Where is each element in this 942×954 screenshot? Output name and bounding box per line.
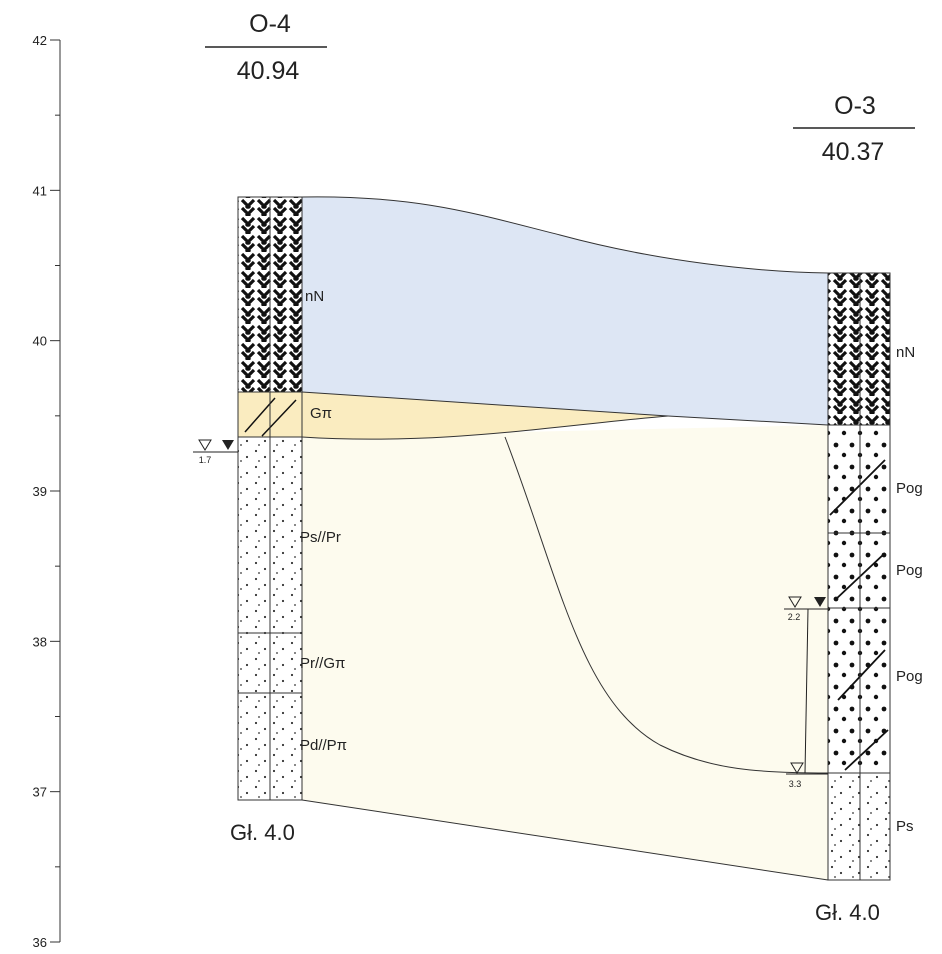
cross-section: 42 41 40 39 38 37 36 O-4 40.94 nN Gπ Ps//Pr Pr… bbox=[0, 0, 942, 954]
layer-label: Pog bbox=[896, 480, 923, 497]
elevation-axis: 42 41 40 39 38 37 36 bbox=[33, 33, 60, 950]
layer-label: Ps bbox=[896, 818, 914, 835]
layer-label: Pd//Pπ bbox=[300, 737, 347, 754]
axis-tick-label: 36 bbox=[33, 935, 47, 950]
borehole-name: O-3 bbox=[834, 92, 876, 120]
axis-tick-label: 37 bbox=[33, 785, 47, 800]
depth-label: Gł. 4.0 bbox=[815, 900, 880, 925]
water-level-icon bbox=[199, 440, 211, 450]
layer-label: nN bbox=[305, 288, 324, 305]
soil-fill bbox=[302, 197, 828, 425]
layer-label: nN bbox=[896, 344, 915, 361]
water-level-label: 3.3 bbox=[789, 779, 802, 789]
layer-label: Pog bbox=[896, 562, 923, 579]
axis-tick-label: 39 bbox=[33, 484, 47, 499]
layer-label: Gπ bbox=[310, 405, 332, 422]
water-level-label: 2.2 bbox=[788, 612, 801, 622]
water-level-icon bbox=[222, 440, 234, 450]
layer-label: Pog bbox=[896, 668, 923, 685]
depth-label: Gł. 4.0 bbox=[230, 820, 295, 845]
borehole-elevation: 40.94 bbox=[237, 57, 300, 85]
axis-tick-label: 40 bbox=[33, 334, 47, 349]
borehole-elevation: 40.37 bbox=[822, 138, 885, 166]
axis-tick-label: 42 bbox=[33, 33, 47, 48]
borehole-name: O-4 bbox=[249, 10, 291, 38]
layer-label: Pr//Gπ bbox=[300, 655, 345, 672]
layer-fill bbox=[828, 273, 890, 425]
layer-label: Ps//Pr bbox=[300, 529, 341, 546]
layer-fill bbox=[828, 773, 890, 880]
axis-tick-label: 41 bbox=[33, 183, 47, 198]
water-level-label: 1.7 bbox=[199, 455, 212, 465]
axis-tick-label: 38 bbox=[33, 634, 47, 649]
